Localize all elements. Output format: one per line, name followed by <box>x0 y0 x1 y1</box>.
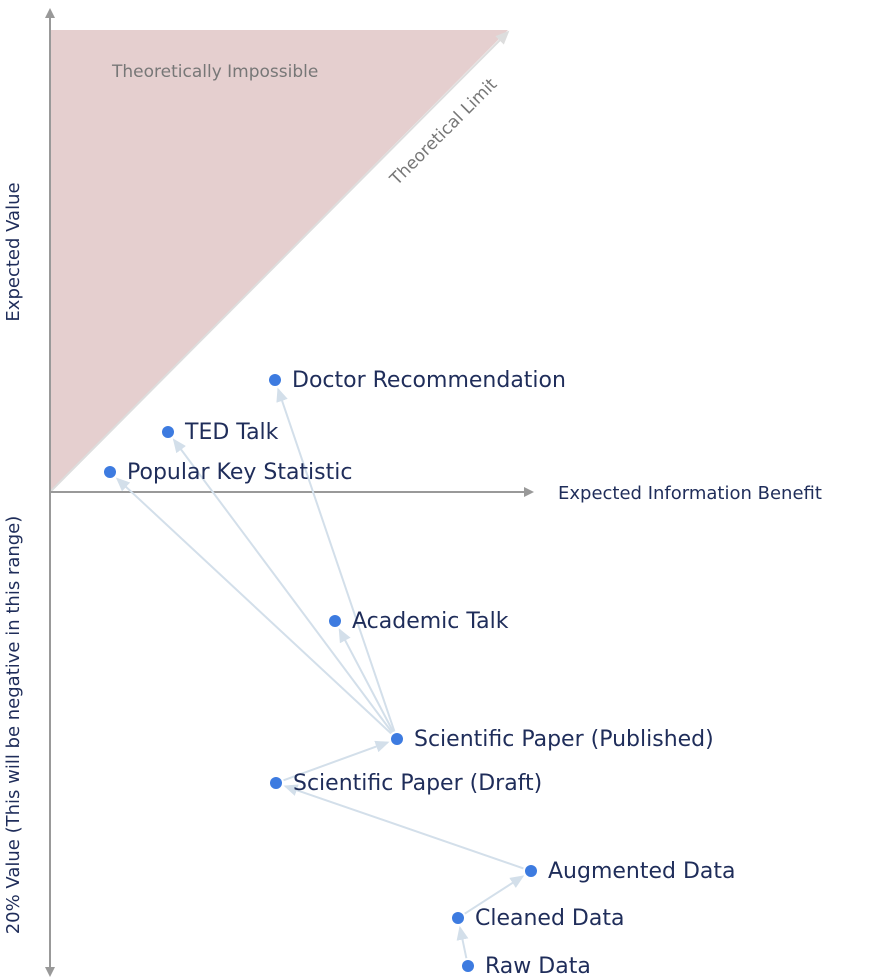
edge-arrow <box>464 875 525 915</box>
edge-arrow <box>172 438 394 734</box>
node-dot <box>462 960 474 972</box>
node-dot <box>452 912 464 924</box>
edge-arrow <box>338 628 395 733</box>
node-label: Scientific Paper (Draft) <box>293 771 542 796</box>
node-label: Popular Key Statistic <box>127 460 352 485</box>
node-label: Scientific Paper (Published) <box>414 727 714 752</box>
node-dot <box>391 733 403 745</box>
edge-arrow <box>283 740 390 782</box>
node-label: Augmented Data <box>548 859 736 884</box>
y-axis-label-upper: Expected Value <box>3 182 24 321</box>
edge-arrow <box>276 387 396 732</box>
node-label: Raw Data <box>485 954 591 979</box>
edge-arrow <box>456 925 469 959</box>
x-axis-label: Expected Information Benefit <box>558 483 822 504</box>
theoretical-limit-line <box>49 30 510 493</box>
region-label: Theoretically Impossible <box>111 62 318 82</box>
node-label: Cleaned Data <box>475 906 624 931</box>
y-axis-label-lower: 20% Value (This will be negative in this… <box>3 516 24 935</box>
node-label: Doctor Recommendation <box>292 368 566 393</box>
node-dot <box>329 615 341 627</box>
node-label: Academic Talk <box>352 609 509 634</box>
node-label: TED Talk <box>184 420 279 445</box>
edge-arrow <box>115 477 392 735</box>
node-dot <box>104 466 116 478</box>
node-dot <box>269 374 281 386</box>
node-dot <box>270 777 282 789</box>
edge-arrow <box>283 784 524 870</box>
node-dot <box>162 426 174 438</box>
node-dot <box>525 865 537 877</box>
